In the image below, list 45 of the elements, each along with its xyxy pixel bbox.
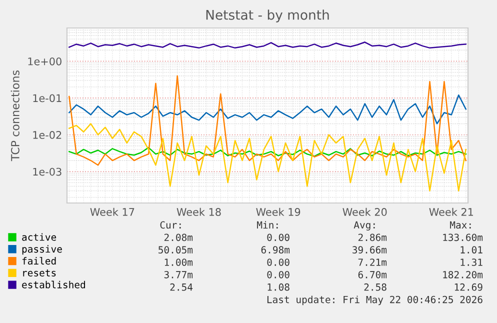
x-tick-label: Week 21 bbox=[429, 208, 473, 216]
text: 1.08 bbox=[268, 283, 290, 291]
y-tick-label: 1e-02 bbox=[33, 131, 62, 139]
text: 39.66m bbox=[352, 246, 387, 254]
text: 6.70m bbox=[358, 271, 387, 278]
x-tick-label: Week 18 bbox=[176, 208, 221, 216]
text: 0.00 bbox=[267, 234, 290, 242]
text: 133.60m bbox=[443, 234, 483, 242]
legend-label: failed bbox=[22, 257, 56, 265]
legend-label: established bbox=[22, 280, 85, 288]
text: Last update: Fri May 22 00:46:25 2026 bbox=[267, 296, 482, 306]
text: 2.86m bbox=[358, 234, 387, 242]
line-series bbox=[68, 94, 466, 124]
text: 2.54 bbox=[170, 283, 193, 291]
x-tick-label: Week 17 bbox=[90, 208, 134, 216]
text: 0.00 bbox=[267, 258, 290, 266]
line-series bbox=[68, 146, 466, 157]
line-series bbox=[68, 123, 466, 192]
legend-label: active bbox=[22, 233, 56, 241]
text: 50.05m bbox=[158, 246, 193, 254]
text: Cur: bbox=[160, 221, 181, 229]
text: 0.00 bbox=[267, 271, 290, 278]
y-tick-label: 1e+00 bbox=[28, 57, 62, 66]
text: 1.00m bbox=[164, 258, 193, 266]
y-tick-label: 1e-03 bbox=[33, 168, 62, 176]
text: 7.21m bbox=[358, 258, 387, 266]
chart-title: Netstat - by month bbox=[206, 10, 329, 22]
text: 2.08m bbox=[164, 234, 193, 242]
legend-label: passive bbox=[22, 245, 62, 255]
text: Max: bbox=[450, 221, 471, 229]
text: 1.01 bbox=[460, 246, 482, 254]
text: 1.31 bbox=[460, 258, 482, 266]
y-axis-title: TCP connections bbox=[10, 70, 20, 162]
text: 2.58 bbox=[364, 283, 386, 291]
y-tick-label: 1e-01 bbox=[33, 94, 62, 102]
line-series bbox=[68, 75, 466, 166]
text: 6.98m bbox=[261, 246, 290, 254]
text: Avg: bbox=[354, 221, 375, 231]
legend-label: resets bbox=[23, 270, 56, 276]
x-tick-label: Week 19 bbox=[256, 208, 300, 216]
text: 12.69 bbox=[454, 283, 482, 291]
text: Min: bbox=[257, 221, 278, 228]
text: 182.20m bbox=[443, 271, 483, 278]
text: 3.77m bbox=[164, 271, 193, 278]
x-tick-label: Week 20 bbox=[342, 208, 387, 216]
